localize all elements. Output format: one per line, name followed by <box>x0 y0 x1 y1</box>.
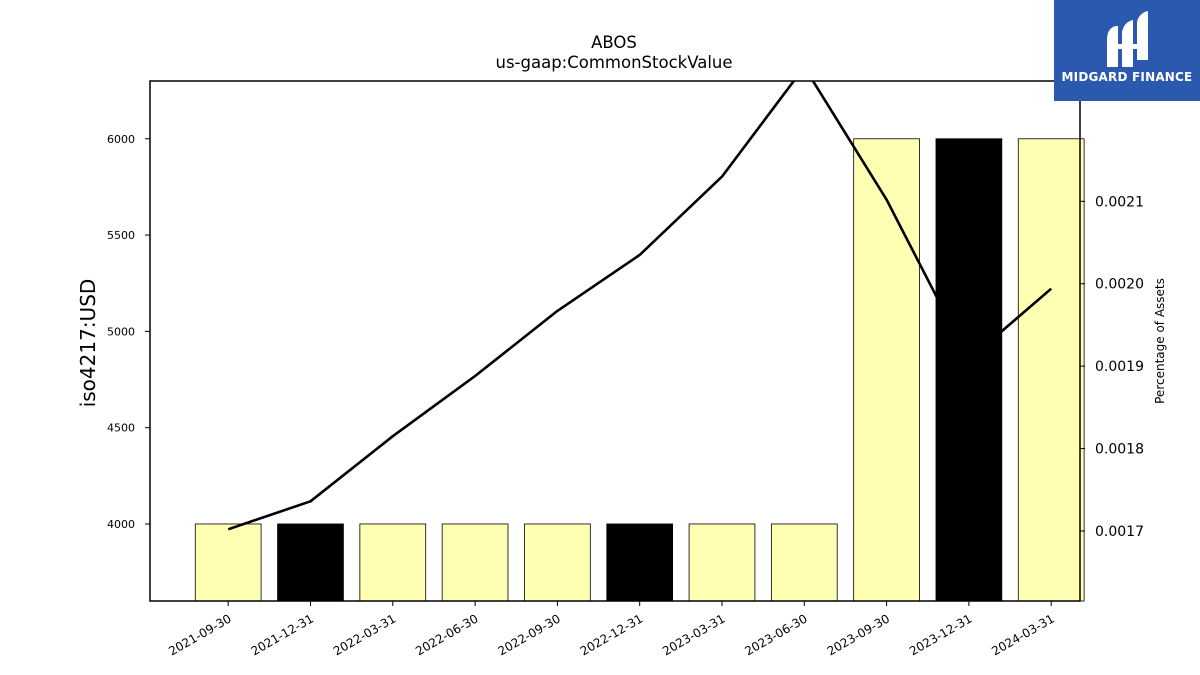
y2-tick-label: 0.0021 <box>1095 194 1144 210</box>
x-tick-label: 2023-06-30 <box>742 611 809 658</box>
y-tick-label: 4500 <box>107 422 135 435</box>
bar-series <box>194 138 1085 602</box>
bar <box>853 138 920 602</box>
y2-tick-label: 0.0019 <box>1095 359 1144 375</box>
y-tick-label: 4000 <box>107 518 135 531</box>
y2-tick-label: 0.0020 <box>1095 277 1144 293</box>
bar <box>688 523 756 602</box>
brand-logo: MIDGARD FINANCE <box>1054 0 1200 101</box>
x-tick-label: 2022-06-30 <box>413 611 480 658</box>
logo-text: MIDGARD FINANCE <box>1061 70 1193 84</box>
bar <box>606 523 674 602</box>
chart-title: ABOS <box>591 33 637 52</box>
bar <box>359 523 427 602</box>
bar <box>524 523 591 602</box>
x-tick-label: 2023-03-31 <box>660 611 727 658</box>
x-tick-label: 2022-12-31 <box>578 611 645 658</box>
bar <box>1017 138 1085 602</box>
x-tick-label: 2022-03-31 <box>331 611 398 658</box>
bar <box>277 523 344 602</box>
midgard-logo-icon <box>1107 11 1148 67</box>
x-tick-label: 2024-03-31 <box>989 611 1056 658</box>
x-tick-label: 2021-09-30 <box>166 611 233 658</box>
chart-subtitle: us-gaap:CommonStockValue <box>495 53 732 72</box>
y2-axis-label: Percentage of Assets <box>1153 278 1167 404</box>
line-series <box>227 81 1053 531</box>
x-tick-label: 2023-12-31 <box>907 611 974 658</box>
x-axis-ticks: 2021-09-30 2021-12-31 2022-03-31 2022-06-30… <box>166 601 1057 658</box>
bar <box>194 523 262 602</box>
line-path <box>227 81 1053 531</box>
y-tick-label: 6000 <box>107 133 135 146</box>
y2-tick-label: 0.0017 <box>1095 524 1144 540</box>
y-axis-label: iso4217:USD <box>76 279 100 408</box>
bar <box>935 138 1003 602</box>
y-tick-label: 5000 <box>107 325 135 338</box>
bar <box>770 523 838 602</box>
y2-tick-label: 0.0018 <box>1095 442 1144 458</box>
y-axis-ticks: 4000 4500 5000 5500 6000 <box>107 133 150 531</box>
y2-axis-ticks: 0.0017 0.0018 0.0019 0.0020 0.0021 <box>1080 194 1144 540</box>
x-tick-label: 2023-09-30 <box>825 611 892 658</box>
x-tick-label: 2021-12-31 <box>249 611 316 658</box>
x-tick-label: 2022-09-30 <box>495 611 562 658</box>
y-tick-label: 5500 <box>107 229 135 242</box>
plot-frame <box>149 80 1081 602</box>
bar <box>441 523 509 602</box>
